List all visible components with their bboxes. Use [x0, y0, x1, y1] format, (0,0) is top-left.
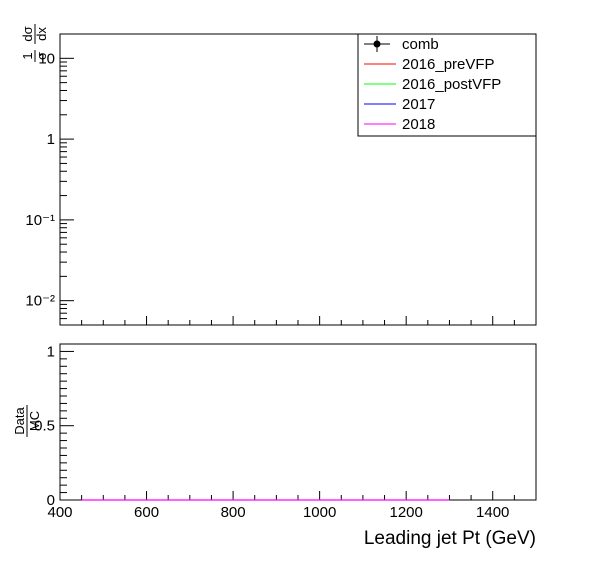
ratio-y-tick-label: 0 — [47, 492, 55, 509]
ratio-y-axis-label: Data MC — [12, 405, 42, 437]
ratio-axis-ticks — [59, 343, 537, 501]
top-y-tick-label: 10⁻¹ — [25, 212, 55, 229]
ratio-ylabel-denominator: MC — [27, 411, 42, 431]
ratio-ylabel-numerator: Data — [12, 407, 27, 435]
top-y-tick-label: 1 — [47, 131, 55, 148]
legend-marker-point — [373, 40, 381, 48]
ratio-plot-frame — [59, 343, 537, 501]
x-axis-title: Leading jet Pt (GeV) — [364, 528, 536, 549]
top-y-tick-label: 10⁻² — [25, 293, 55, 310]
ratio-x-tick-label: 800 — [221, 504, 246, 521]
svg-text:dσ: dσ — [20, 26, 35, 41]
ratio-y-tick-labels: 00.51 — [34, 343, 55, 509]
top-y-axis-label: 1 σ dσ dx — [20, 24, 49, 62]
ratio-y-tick-label: 1 — [47, 343, 55, 360]
legend-label: 2018 — [402, 116, 435, 133]
top-y-tick-labels: 10⁻² 10⁻¹ 1 10 — [25, 50, 55, 309]
svg-text:σ: σ — [34, 52, 49, 60]
ratio-y-tick-label: 0.5 — [34, 418, 55, 435]
legend: comb 2016_preVFP 2016_postVFP 2017 2018 — [357, 33, 537, 137]
legend-label: comb — [402, 36, 439, 53]
ratio-x-tick-label: 1000 — [303, 504, 336, 521]
top-y-tick-label: 10 — [38, 50, 55, 67]
legend-box — [357, 33, 537, 137]
ratio-x-tick-label: 1400 — [476, 504, 509, 521]
ratio-x-tick-label: 1200 — [389, 504, 422, 521]
legend-label: 2016_preVFP — [402, 56, 495, 73]
ratio-x-tick-label: 400 — [47, 504, 72, 521]
svg-text:1: 1 — [20, 52, 35, 59]
legend-label: 2017 — [402, 96, 435, 113]
top-axis-ticks — [59, 33, 537, 326]
svg-text:dx: dx — [34, 27, 49, 41]
ratio-x-tick-label: 600 — [134, 504, 159, 521]
legend-label: 2016_postVFP — [402, 76, 501, 93]
ratio-x-tick-labels: 400 600 800 1000 1200 1400 — [47, 504, 509, 521]
